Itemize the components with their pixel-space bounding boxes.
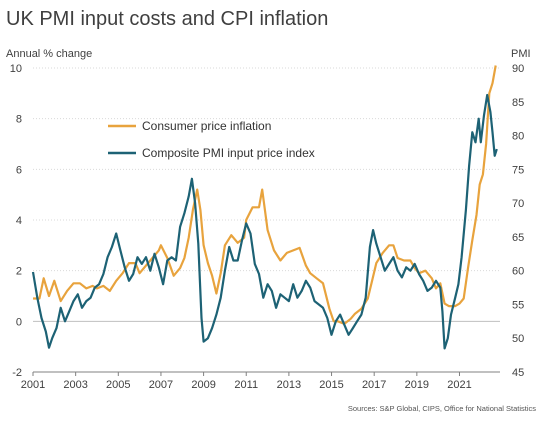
y-right-tick-label: 75 (512, 164, 524, 176)
y-left-tick-label: 0 (16, 316, 22, 328)
y-right-tick-label: 55 (512, 299, 524, 311)
series-lines (31, 65, 498, 350)
y-right-tick-label: 90 (512, 63, 524, 75)
legend-label: Consumer price inflation (142, 119, 271, 133)
gridlines (33, 67, 500, 373)
y-right-tick-label: 60 (512, 266, 524, 278)
y-right-tick-label: 65 (512, 232, 524, 244)
y-left-tick-label: 10 (10, 63, 22, 75)
y-left-tick-label: -2 (12, 367, 22, 379)
tick-labels: -2 0 2 4 6 8 10 45 50 55 60 65 70 75 80 85 90 2001 2003 200… (10, 63, 525, 391)
x-tick-label: 2019 (405, 379, 429, 391)
y-left-tick-label: 2 (16, 266, 22, 278)
y-left-tick-label: 4 (16, 215, 22, 227)
legend-label: Composite PMI input price index (142, 146, 315, 160)
y-left-tick-label: 6 (16, 164, 22, 176)
y-right-tick-label: 50 (512, 333, 524, 345)
source-note: Sources: S&P Global, CIPS, Office for Na… (347, 404, 536, 413)
chart-title: UK PMI input costs and CPI inflation (6, 8, 329, 30)
y-right-tick-label: 80 (512, 131, 524, 143)
x-tick-label: 2017 (362, 379, 386, 391)
x-tick-label: 2015 (319, 379, 343, 391)
x-tick-label: 2009 (191, 379, 215, 391)
y-right-tick-label: 85 (512, 97, 524, 109)
x-tick-label: 2011 (234, 379, 258, 391)
y-right-tick-label: 45 (512, 367, 524, 379)
x-tick-label: 2021 (447, 379, 471, 391)
right-axis-label: PMI (511, 48, 531, 60)
y-right-tick-label: 70 (512, 198, 524, 210)
left-axis-label: Annual % change (6, 48, 93, 60)
x-tick-label: 2013 (277, 379, 301, 391)
y-left-tick-label: 8 (16, 114, 22, 126)
x-tick-label: 2005 (106, 379, 130, 391)
legend: Consumer price inflation Composite PMI in… (108, 119, 315, 160)
x-tick-label: 2007 (149, 379, 173, 391)
pmi-series-line (31, 93, 498, 350)
x-tick-label: 2001 (21, 379, 45, 391)
cpi-series-line (33, 65, 497, 325)
x-tick-label: 2003 (63, 379, 87, 391)
